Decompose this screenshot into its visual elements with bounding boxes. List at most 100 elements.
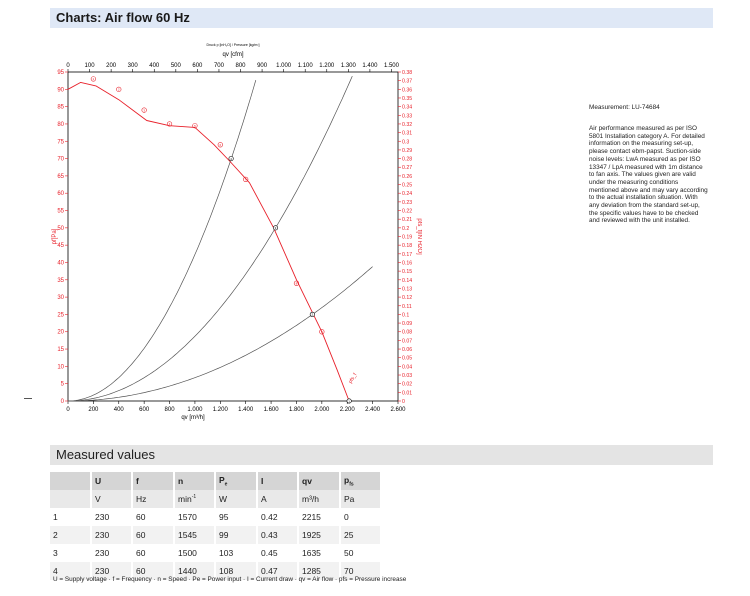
header-cell: I	[257, 472, 299, 490]
x-tick-label: 800	[165, 407, 176, 413]
y-tick-label-right: 0.2	[402, 226, 409, 232]
table-cell: 0.42	[257, 508, 299, 526]
y-tick-label-right: 0.19	[402, 235, 412, 241]
y-tick-label-right: 0.26	[402, 174, 412, 180]
table-cell: 1570	[174, 508, 216, 526]
y-axis-label-right: pfs_f[IN H2O]	[416, 218, 422, 255]
x-tick-label: 2.200	[340, 407, 356, 413]
table-cell: 70	[340, 562, 382, 580]
table-cell: 0.47	[257, 562, 299, 580]
table-row: 4 230 60 1440 108 0.47 1285 70	[50, 562, 382, 580]
y-tick-label-right: 0.06	[402, 347, 412, 353]
table-cell: 230	[91, 562, 133, 580]
y-tick-label-right: 0.21	[402, 217, 412, 223]
measured-values-header: Measured values	[50, 445, 713, 465]
y-tick-label-left: 30	[57, 295, 64, 301]
y-tick-label-right: 0.33	[402, 113, 412, 119]
x-tick-label: 2.000	[314, 407, 330, 413]
y-tick-label-left: 15	[57, 347, 64, 353]
table-cell: 230	[91, 508, 133, 526]
header-cell-main: p	[344, 474, 350, 485]
x-tick-label: 1.000	[187, 407, 203, 413]
y-tick-label-right: 0.24	[402, 191, 412, 197]
fan-curve-marker	[243, 176, 249, 182]
measured-values-title: Measured values	[56, 447, 155, 462]
x-tick-label: 2.400	[365, 407, 381, 413]
y-tick-label-left: 90	[57, 87, 64, 93]
top-tick-label: 500	[171, 63, 182, 69]
operating-point	[346, 398, 352, 404]
table-cell: 0	[340, 508, 382, 526]
header-cell: f	[132, 472, 175, 490]
table-cell: 108	[215, 562, 258, 580]
top-tick-label: 400	[149, 63, 160, 69]
operating-point-label: 2	[311, 313, 313, 317]
operating-point	[273, 225, 279, 231]
operating-point-label: 1	[348, 399, 350, 403]
y-tick-label-right: 0.08	[402, 330, 412, 336]
y-tick-label-right: 0.12	[402, 295, 412, 301]
y-tick-label-right: 0.05	[402, 356, 412, 362]
charts-title: Charts: Air flow 60 Hz	[56, 10, 190, 25]
measured-values-table: U f n Pe I qv pfs V Hz min-1 W A m³/h Pa…	[50, 472, 382, 580]
table-cell: 1925	[298, 526, 341, 544]
x-tick-label: 0	[66, 407, 70, 413]
unit-cell: m³/h	[298, 490, 341, 508]
table-row: 3 230 60 1500 103 0.45 1635 50	[50, 544, 382, 562]
operating-point-label: 3	[275, 226, 277, 230]
marker-label: 4	[169, 122, 171, 126]
table-cell: 99	[215, 526, 258, 544]
unit-cell: W	[215, 490, 258, 508]
y-tick-label-left: 35	[57, 278, 64, 284]
table-units-row: V Hz min-1 W A m³/h Pa	[50, 490, 382, 508]
table-cell: 25	[340, 526, 382, 544]
y-tick-label-left: 85	[57, 105, 64, 111]
table-row: 1 230 60 1570 95 0.42 2215 0	[50, 508, 382, 526]
table-cell: 60	[132, 526, 175, 544]
y-tick-label-left: 20	[57, 330, 64, 336]
header-cell: n	[174, 472, 216, 490]
table-cell: 60	[132, 508, 175, 526]
fan-curve-marker	[166, 121, 173, 127]
measurement-info-text: Air performance measured as per ISO 5801…	[589, 125, 708, 225]
x-axis-label: qv [m³/h]	[181, 415, 205, 421]
table-cell: 1500	[174, 544, 216, 562]
header-cell	[50, 472, 92, 490]
y-tick-label-right: 0.25	[402, 183, 412, 189]
operating-point	[309, 311, 315, 317]
x-tick-label: 1.600	[264, 407, 280, 413]
y-tick-label-right: 0.34	[402, 105, 412, 111]
y-tick-label-left: 50	[57, 226, 64, 232]
y-tick-label-left: 70	[57, 157, 64, 163]
y-tick-label-right: 0.11	[402, 304, 412, 310]
operating-point-label: 4	[230, 157, 232, 161]
y-tick-label-right: 0.1	[402, 312, 409, 318]
top-axis-label: qv [cfm]	[222, 52, 243, 58]
table-cell: 1	[50, 508, 92, 526]
table-cell: 103	[215, 544, 258, 562]
y-tick-label-right: 0.3	[402, 139, 409, 145]
table-cell: 2	[50, 526, 92, 544]
system-curve	[68, 266, 373, 402]
y-axis-label-left: pf[Pa]	[52, 228, 58, 244]
top-tick-label: 100	[85, 63, 96, 69]
top-tick-label: 900	[257, 63, 268, 69]
y-tick-label-right: 0.13	[402, 286, 412, 292]
y-tick-label-left: 45	[57, 243, 64, 249]
top-tick-label: 1.400	[362, 63, 378, 69]
y-tick-label-left: 5	[61, 382, 65, 388]
table-header-row: U f n Pe I qv pfs	[50, 472, 382, 490]
marker-label: 7	[245, 178, 247, 182]
unit-cell-sup: -1	[191, 494, 197, 501]
header-cell-sub: fs	[349, 481, 354, 488]
system-curve	[67, 80, 257, 402]
operating-point	[228, 156, 234, 162]
table-cell: 60	[132, 562, 175, 580]
y-tick-label-right: 0.04	[402, 364, 412, 370]
y-tick-label-right: 0.29	[402, 148, 412, 154]
unit-cell	[50, 490, 92, 508]
top-tick-label: 600	[192, 63, 203, 69]
top-tick-label: 700	[214, 63, 225, 69]
table-cell: 1440	[174, 562, 216, 580]
y-tick-label-right: 0.27	[402, 165, 412, 171]
